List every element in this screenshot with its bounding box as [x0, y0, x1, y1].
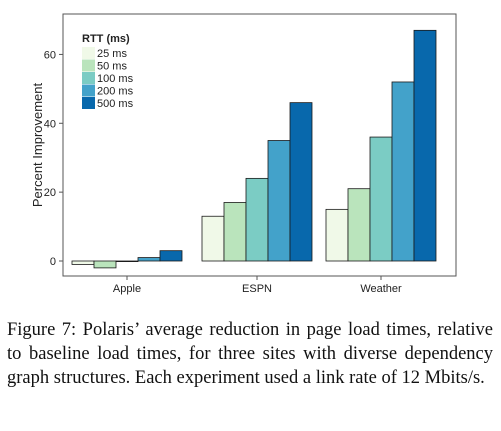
bar-weather-25ms	[325, 208, 349, 262]
bar-apple-500ms	[159, 250, 183, 262]
x-tick-label: Weather	[360, 283, 402, 295]
legend-swatch	[82, 72, 95, 84]
legend-swatch	[82, 59, 95, 72]
legend-swatch	[82, 97, 95, 109]
legend-label: 100 ms	[97, 73, 134, 85]
legend-label: 500 ms	[97, 98, 134, 110]
y-axis: 0 20 40 60	[44, 49, 63, 268]
bar-espn-200ms	[267, 140, 291, 262]
bar-apple-100ms	[115, 260, 139, 263]
legend-label: 50 ms	[97, 61, 127, 73]
legend-title: RTT (ms)	[82, 33, 130, 45]
bar-espn-50ms	[223, 202, 247, 262]
x-axis: Apple ESPN Weather	[113, 276, 402, 295]
y-tick-label: 20	[44, 187, 56, 199]
bar-espn-500ms	[289, 102, 313, 262]
bar-apple-200ms	[137, 257, 161, 262]
bar-chart: 0 20 40 60 Apple ESPN Weather Percent Improve…	[30, 13, 457, 295]
bar-espn-25ms	[201, 215, 225, 262]
y-tick-label: 40	[44, 118, 56, 130]
y-tick-label: 60	[44, 49, 56, 61]
x-tick-label: ESPN	[242, 283, 272, 295]
legend-label: 200 ms	[97, 86, 134, 98]
x-tick-label: Apple	[113, 283, 141, 295]
figure-caption: Figure 7: Polaris’ average reduction in …	[7, 320, 493, 388]
legend-swatch	[82, 84, 95, 97]
bar-weather-50ms	[347, 188, 371, 262]
bars-layer	[71, 29, 437, 269]
legend-swatch	[82, 47, 95, 59]
y-tick-label: 0	[50, 256, 56, 268]
bar-weather-500ms	[413, 29, 437, 262]
bar-apple-25ms	[71, 260, 95, 265]
bar-weather-100ms	[369, 136, 393, 262]
legend-label: 25 ms	[97, 48, 127, 60]
bar-espn-100ms	[245, 177, 269, 262]
y-axis-label: Percent Improvement	[30, 82, 45, 207]
bar-apple-50ms	[93, 260, 117, 269]
bar-weather-200ms	[391, 81, 415, 262]
